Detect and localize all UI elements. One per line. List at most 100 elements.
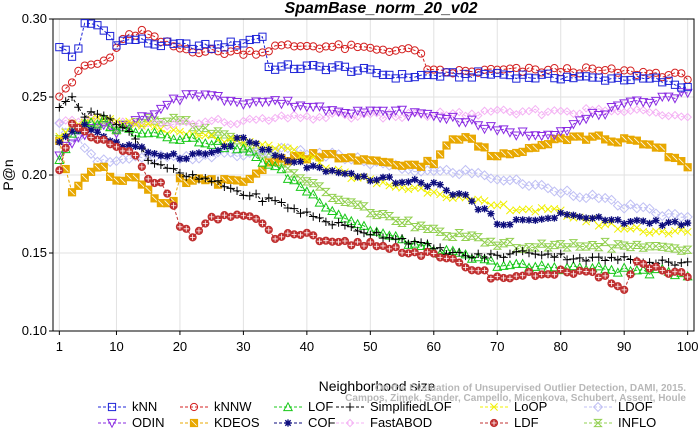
data-point [486,201,495,210]
data-point [530,243,541,252]
data-point [416,221,426,230]
data-point [523,131,535,142]
x-tick-label: 70 [490,339,504,354]
data-point [454,107,464,117]
data-point [99,135,108,144]
data-point [125,147,134,156]
data-point [149,110,160,120]
data-point [309,231,318,240]
data-point [593,261,604,271]
data-point [244,146,255,156]
data-point [315,163,324,172]
data-point [346,114,356,123]
data-point [524,267,534,277]
data-point [625,199,636,210]
data-point [631,96,642,106]
series-line [59,107,688,127]
data-point [391,74,400,83]
data-point [474,67,483,76]
data-point [347,222,356,232]
data-point [633,216,641,224]
data-point [181,116,192,125]
credit-line-2: Campos, Zimek, Sander, Campello, Micenko… [345,393,686,404]
data-point [416,240,427,251]
data-point [220,117,229,127]
data-point [587,189,598,200]
data-point [480,205,489,213]
data-point [479,238,490,247]
data-point [645,74,654,83]
data-point [118,123,128,132]
data-point [207,177,216,186]
data-point [632,240,642,250]
data-point [131,35,140,44]
data-point [194,41,204,50]
data-point [550,214,558,222]
data-point [499,253,508,262]
data-point [283,203,293,213]
data-point [480,106,489,116]
data-point [385,233,394,242]
data-point [181,132,192,142]
data-point [359,202,369,211]
data-point [454,169,465,180]
legend-label: SimplifiedLOF [370,399,452,414]
data-point [410,237,419,246]
data-point [340,62,350,71]
data-point [683,82,692,92]
data-point [403,239,414,249]
data-point [264,62,273,72]
data-point [155,128,166,139]
data-point [61,143,70,153]
data-point [322,167,330,176]
data-point [188,170,197,179]
data-point [175,117,185,127]
data-point [613,224,622,233]
data-point [676,246,687,255]
data-point [397,113,407,123]
data-point [219,130,230,139]
data-point [251,214,261,223]
data-point [309,153,318,162]
data-point [639,67,648,77]
data-point [321,65,331,75]
data-point [155,104,166,115]
data-point [435,113,446,124]
data-point [587,241,598,250]
legend-item-KDEOS: KDEOS [180,415,260,430]
data-point [620,76,629,85]
data-point [467,67,476,76]
data-point [372,68,381,78]
data-point [156,118,166,128]
data-point [105,121,116,132]
credit-line-1: On the Evaluation of Unsupervised Outlie… [375,383,686,394]
data-point [200,138,211,148]
data-point [594,221,603,230]
data-point [232,143,243,154]
data-point [87,126,95,134]
x-tick-label: 100 [677,339,699,354]
data-point [277,143,286,152]
data-point [428,224,439,233]
data-point [651,68,661,77]
y-tick-label: 0.30 [22,11,47,26]
data-point [79,142,90,154]
data-point [206,129,217,139]
data-point [238,100,249,110]
data-point [550,64,559,73]
data-point [568,239,579,248]
data-point [358,108,370,118]
data-point [232,186,242,196]
x-tick-label: 1 [56,339,63,354]
data-point [454,118,465,128]
y-tick-label: 0.10 [22,323,47,338]
data-point [366,230,375,240]
data-point [201,173,210,183]
data-point [106,31,115,41]
data-point [232,119,242,129]
data-point [277,153,286,161]
data-point [182,155,190,163]
data-point [461,111,470,121]
data-point [626,66,635,75]
data-point [263,97,274,107]
